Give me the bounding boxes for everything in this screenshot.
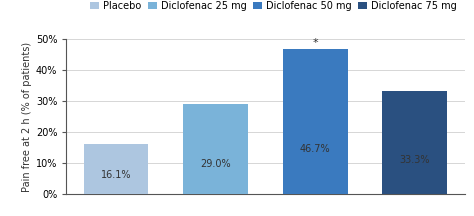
Bar — [183, 104, 248, 194]
Text: 46.7%: 46.7% — [300, 144, 330, 154]
Text: 29.0%: 29.0% — [201, 159, 231, 169]
Legend: Placebo, Diclofenac 25 mg, Diclofenac 50 mg, Diclofenac 75 mg: Placebo, Diclofenac 25 mg, Diclofenac 50… — [86, 0, 460, 15]
Bar — [383, 91, 447, 194]
Text: 33.3%: 33.3% — [400, 155, 430, 165]
Y-axis label: Pain free at 2 h (% of patients): Pain free at 2 h (% of patients) — [22, 41, 32, 192]
Text: 16.1%: 16.1% — [101, 170, 131, 180]
Bar — [283, 49, 347, 194]
Text: *: * — [312, 38, 318, 48]
Bar — [84, 144, 148, 194]
